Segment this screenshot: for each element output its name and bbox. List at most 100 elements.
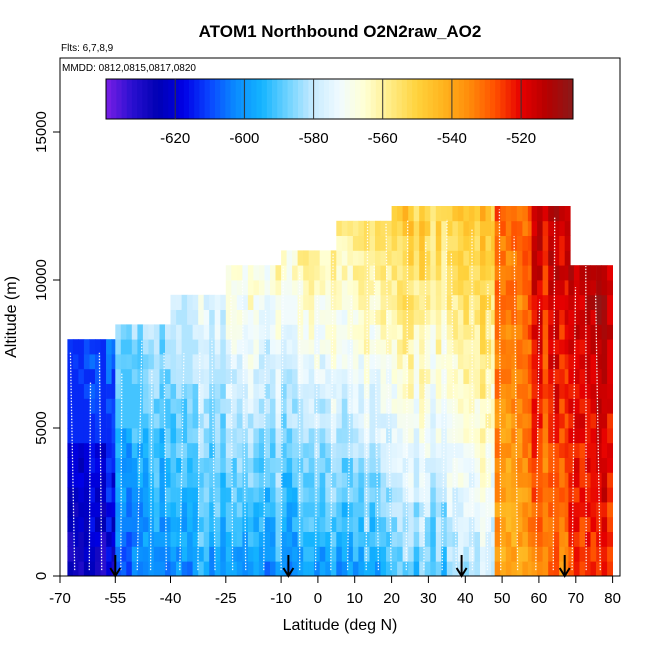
heatmap-cell [568,487,575,503]
dates-subtitle: MMDD: 0812,0815,0817,0820 [62,63,196,74]
heatmap-cell [548,206,555,222]
heatmap-cell [537,487,543,503]
flight-track [263,310,267,571]
heatmap-cell [553,309,560,325]
heatmap-cell [568,472,575,488]
heatmap-cell [187,368,193,384]
heatmap-cell [522,428,529,444]
colorbar-swatch [417,79,423,119]
heatmap-cell [336,368,343,384]
heatmap-cell [494,546,501,562]
heatmap-cell [137,502,144,518]
heatmap-cell [446,294,453,310]
heatmap-cell [500,235,507,251]
heatmap-cell [115,487,122,503]
heatmap-cell [601,472,608,488]
heatmap-cell [220,502,227,518]
heatmap-cell [83,487,90,503]
heatmap-cell [516,383,523,399]
heatmap-cell [527,502,534,518]
heatmap-cell [435,324,442,340]
heatmap-cell [187,472,193,488]
heatmap-cell [131,413,138,429]
heatmap-cell [303,368,310,384]
heatmap-cell [363,368,370,384]
heatmap-cell [424,206,431,222]
heatmap-cell [292,413,298,429]
heatmap-cell [247,516,254,532]
heatmap-cell [325,502,332,518]
heatmap-cell [537,413,543,429]
heatmap-cell [413,383,420,399]
x-tick-label: -55 [104,590,126,607]
heatmap-cell [159,457,166,473]
heatmap-cell [585,354,591,370]
heatmap-cell [95,398,101,414]
heatmap-cell [187,339,193,355]
heatmap-cell [607,339,613,355]
heatmap-cell [270,487,276,503]
heatmap-cell [402,531,409,547]
heatmap-cell [601,516,608,532]
heatmap-cell [380,324,387,340]
colorbar-swatch [251,79,257,119]
heatmap-cell [402,398,409,414]
heatmap-cell [303,442,310,458]
heatmap-cell [264,442,271,458]
heatmap-cell [220,368,227,384]
heatmap-cell [214,531,221,547]
heatmap-cell [424,383,431,399]
heatmap-cell [537,516,543,532]
heatmap-cell [303,413,310,429]
heatmap-cell [148,457,155,473]
heatmap-cell [491,309,497,325]
heatmap-cell [286,354,293,370]
colorbar-swatch [214,79,221,119]
heatmap-cell [559,546,566,562]
heatmap-cell [435,339,442,355]
heatmap-cell [596,309,602,325]
heatmap-cell [115,502,122,518]
heatmap-cell [308,354,315,370]
heatmap-cell [596,368,602,384]
heatmap-cell [303,250,310,266]
heatmap-cell [314,383,321,399]
heatmap-cell [358,368,365,384]
heatmap-cell [391,220,398,236]
heatmap-cell [120,531,127,547]
colorbar-swatch [111,79,117,119]
heatmap-cell [225,324,232,340]
heatmap-cell [78,561,85,577]
heatmap-cell [500,546,507,562]
heatmap-cell [413,309,420,325]
colorbar-swatch [303,79,309,119]
heatmap-cell [347,368,354,384]
heatmap-cell [148,561,155,577]
heatmap-cell [568,265,575,281]
heatmap-cell [286,265,293,281]
heatmap-cell [500,428,507,444]
colorbar-swatch [479,79,486,119]
heatmap-cell [281,383,287,399]
heatmap-cell [319,265,326,281]
heatmap-cell [568,516,575,532]
heatmap-cell [474,339,481,355]
heatmap-cell [358,413,365,429]
y-tick-label: 5000 [33,411,50,444]
heatmap-cell [468,206,475,222]
heatmap-cell [253,324,260,340]
heatmap-cell [341,324,348,340]
heatmap-cell [236,546,243,562]
heatmap-cell [491,250,497,266]
heatmap-cell [286,472,293,488]
heatmap-cell [131,354,138,370]
heatmap-cell [391,250,398,266]
colorbar-swatch [427,79,434,119]
heatmap-cell [264,502,271,518]
heatmap-cell [463,442,470,458]
heatmap-cell [275,516,282,532]
heatmap-cell [181,442,188,458]
heatmap-cell [341,235,348,251]
heatmap-cell [83,561,90,577]
heatmap-cell [430,516,437,532]
